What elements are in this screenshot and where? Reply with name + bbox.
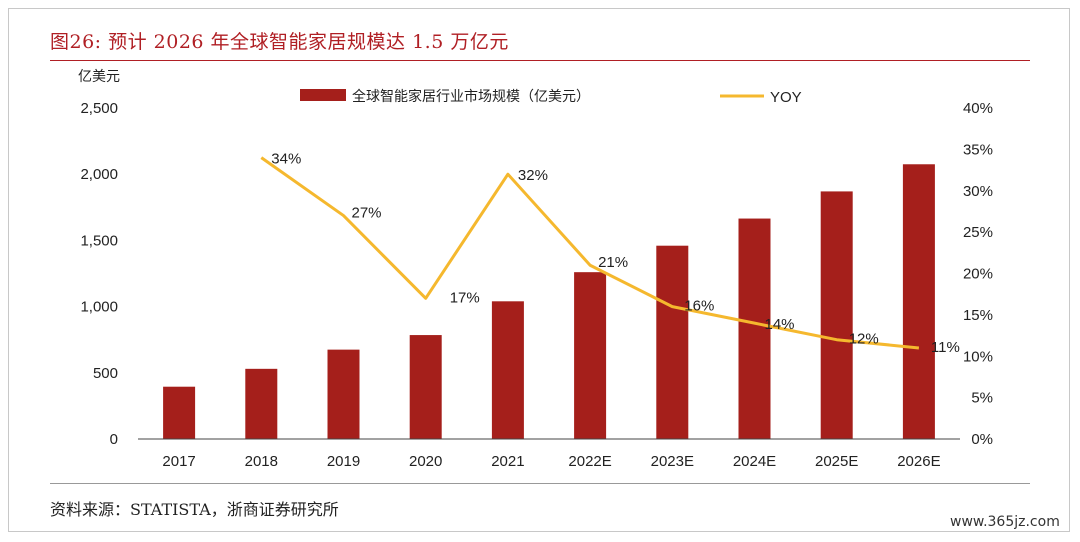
right-axis-tick-label: 40% [963,100,993,117]
footer-rule [50,483,1030,484]
left-axis-tick-label: 500 [93,365,118,382]
x-axis-tick-label: 2026E [897,453,940,470]
left-axis-ticks: 0 500 1,000 1,500 2,000 2,500 [80,100,118,448]
bar [820,191,853,439]
yoy-data-label: 16% [684,298,714,315]
yoy-data-label: 27% [352,205,382,222]
right-axis-tick-label: 35% [963,141,993,158]
bar [738,218,771,439]
yoy-line [260,156,920,350]
x-axis-tick-label: 2021 [491,453,524,470]
yoy-data-label: 21% [598,254,628,271]
right-axis-tick-label: 15% [963,307,993,324]
bar [902,164,935,439]
x-axis-tick-label: 2020 [409,453,442,470]
legend-bar-label: 全球智能家居行业市场规模（亿美元） [352,88,590,104]
left-axis-unit-label: 亿美元 [78,68,120,84]
x-axis-tick-label: 2023E [651,453,694,470]
legend: 全球智能家居行业市场规模（亿美元） YOY [300,88,802,106]
left-axis-tick-label: 2,500 [80,100,118,117]
figure-title: 图26: 预计 2026 年全球智能家居规模达 1.5 万亿元 [50,31,509,53]
figure-frame [8,8,1070,532]
x-axis-labels: 2017 2018 2019 2020 2021 2022E 2023E 2024E 2025E… [162,453,940,470]
right-axis-tick-label: 0% [971,431,993,448]
x-axis-tick-label: 2019 [327,453,360,470]
right-axis-ticks: 0% 5% 10% 15% 20% 25% 30% 35% 40% [963,100,993,448]
bar [491,301,524,439]
x-axis-tick-label: 2024E [733,453,776,470]
x-axis-tick-label: 2018 [245,453,278,470]
bar [163,386,196,439]
bar [656,245,689,439]
legend-bar-swatch [300,89,346,101]
bar [327,349,360,439]
bar [574,272,607,439]
bar [245,368,278,439]
yoy-data-label: 17% [450,289,480,306]
yoy-data-label: 12% [849,331,879,348]
yoy-data-label: 11% [931,339,960,356]
yoy-data-label: 34% [271,151,301,168]
left-axis-tick-label: 2,000 [80,166,118,183]
watermark: www.365jz.com [950,514,1060,530]
bar [409,335,442,439]
yoy-line-series: 34% 27% 17% 32% 21% 16% 14% 12% 11% [260,151,960,356]
bar-series [163,164,935,439]
right-axis-tick-label: 30% [963,183,993,200]
source-note: 资料来源：STATISTA，浙商证券研究所 [50,500,339,519]
left-axis-tick-label: 1,500 [80,232,118,249]
left-axis-tick-label: 0 [110,431,118,448]
right-axis-tick-label: 20% [963,266,993,283]
x-axis-tick-label: 2022E [568,453,611,470]
x-axis-tick-label: 2025E [815,453,858,470]
yoy-data-label: 14% [765,316,795,333]
right-axis-tick-label: 10% [963,348,993,365]
x-axis-tick-label: 2017 [162,453,195,470]
left-axis-tick-label: 1,000 [80,299,118,316]
right-axis-tick-label: 5% [971,390,993,407]
right-axis-tick-label: 25% [963,224,993,241]
yoy-data-label: 32% [518,167,548,184]
legend-line-label: YOY [770,89,802,106]
title-rule [50,60,1030,61]
